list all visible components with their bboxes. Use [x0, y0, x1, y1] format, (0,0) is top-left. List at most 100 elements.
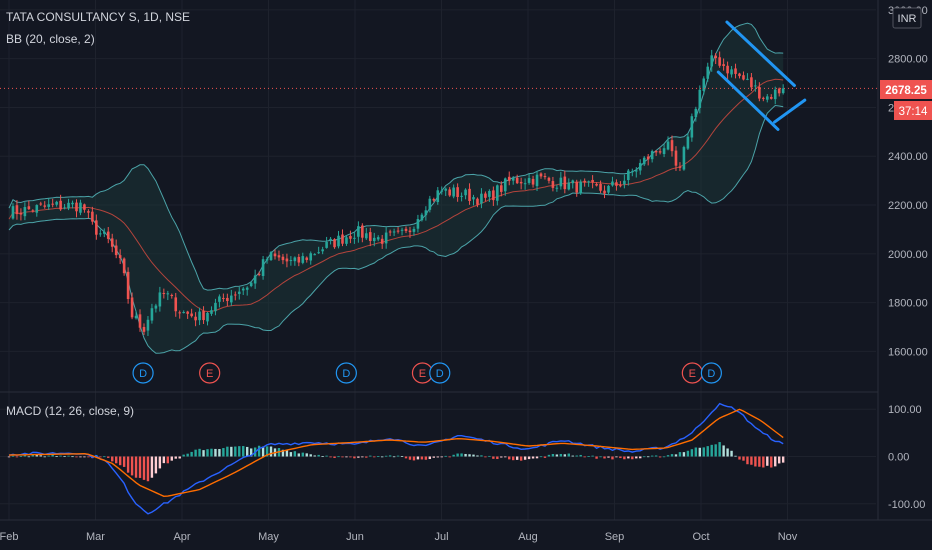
candle-body[interactable] — [499, 185, 503, 192]
candle-body[interactable] — [365, 233, 368, 239]
candle-body[interactable] — [361, 225, 364, 238]
earnings-marker[interactable]: E — [681, 362, 703, 384]
candle-body[interactable] — [543, 176, 547, 178]
candle-body[interactable] — [444, 188, 448, 191]
candle-body[interactable] — [412, 228, 416, 232]
candle-body[interactable] — [353, 237, 356, 239]
candle-body[interactable] — [476, 198, 479, 205]
candle-body[interactable] — [674, 150, 678, 166]
axes[interactable]: 1600.001800.002000.002200.002400.002600.… — [0, 5, 928, 543]
candle-body[interactable] — [440, 190, 444, 192]
candle-body[interactable] — [269, 252, 273, 261]
candle-body[interactable] — [241, 288, 245, 291]
candle-body[interactable] — [555, 187, 559, 189]
candle-body[interactable] — [488, 191, 491, 197]
candlesticks[interactable] — [0, 49, 878, 336]
candle-body[interactable] — [607, 185, 610, 193]
candle-body[interactable] — [170, 294, 174, 296]
candle-body[interactable] — [91, 211, 94, 222]
candle-body[interactable] — [472, 197, 475, 200]
candle-body[interactable] — [424, 210, 428, 216]
candle-body[interactable] — [166, 293, 170, 295]
candle-body[interactable] — [551, 181, 555, 188]
candle-body[interactable] — [289, 260, 293, 262]
candle-body[interactable] — [456, 187, 459, 197]
candle-body[interactable] — [63, 207, 66, 209]
candle-body[interactable] — [357, 226, 360, 237]
candle-body[interactable] — [706, 66, 710, 79]
candle-body[interactable] — [734, 68, 737, 74]
candle-body[interactable] — [31, 210, 35, 212]
candle-body[interactable] — [408, 230, 412, 233]
candle-body[interactable] — [174, 297, 178, 312]
candle-body[interactable] — [293, 257, 297, 262]
candle-body[interactable] — [19, 212, 23, 215]
candle-body[interactable] — [682, 147, 686, 170]
candle-body[interactable] — [615, 182, 618, 186]
candle-body[interactable] — [448, 189, 451, 196]
candle-body[interactable] — [420, 214, 424, 221]
candle-body[interactable] — [694, 108, 698, 118]
candle-body[interactable] — [416, 219, 420, 229]
candle-body[interactable] — [634, 170, 638, 172]
candle-body[interactable] — [484, 193, 487, 198]
candle-body[interactable] — [305, 257, 309, 260]
candle-body[interactable] — [380, 238, 384, 244]
candle-body[interactable] — [496, 185, 499, 201]
candle-body[interactable] — [150, 308, 154, 321]
candle-body[interactable] — [519, 181, 523, 184]
candle-body[interactable] — [237, 291, 241, 294]
candle-body[interactable] — [527, 178, 531, 183]
candle-body[interactable] — [158, 292, 162, 307]
candle-body[interactable] — [345, 237, 348, 244]
candle-body[interactable] — [55, 201, 58, 205]
candle-body[interactable] — [432, 199, 436, 201]
candle-body[interactable] — [162, 293, 166, 295]
candle-body[interactable] — [539, 173, 543, 177]
candle-body[interactable] — [396, 230, 400, 232]
candle-body[interactable] — [95, 220, 98, 235]
candle-body[interactable] — [436, 190, 440, 203]
candle-body[interactable] — [102, 231, 106, 234]
candle-body[interactable] — [110, 238, 114, 247]
candle-body[interactable] — [146, 319, 150, 331]
earnings-marker[interactable]: E — [199, 362, 221, 384]
candle-body[interactable] — [178, 312, 182, 314]
candle-body[interactable] — [67, 202, 70, 209]
candle-body[interactable] — [257, 273, 261, 275]
candle-body[interactable] — [769, 97, 773, 99]
macd-pane[interactable] — [7, 402, 785, 515]
candle-body[interactable] — [47, 204, 51, 207]
candle-body[interactable] — [114, 245, 118, 256]
trend-lines[interactable] — [716, 20, 807, 131]
candle-body[interactable] — [662, 148, 666, 155]
candle-body[interactable] — [567, 182, 571, 190]
candle-body[interactable] — [507, 176, 511, 181]
candle-body[interactable] — [249, 282, 253, 287]
candle-body[interactable] — [718, 57, 721, 66]
candle-body[interactable] — [309, 253, 313, 261]
candle-body[interactable] — [202, 310, 205, 321]
candle-body[interactable] — [222, 297, 225, 299]
candle-body[interactable] — [762, 97, 765, 99]
candle-body[interactable] — [746, 78, 749, 80]
candle-body[interactable] — [654, 151, 658, 153]
candle-body[interactable] — [765, 96, 769, 100]
candle-body[interactable] — [428, 198, 432, 210]
candle-body[interactable] — [686, 136, 690, 149]
candle-body[interactable] — [638, 162, 642, 171]
candle-body[interactable] — [611, 181, 614, 186]
currency-badge[interactable]: INR — [892, 7, 922, 29]
candle-body[interactable] — [313, 254, 316, 256]
candle-body[interactable] — [392, 231, 396, 233]
candle-body[interactable] — [591, 179, 594, 183]
candle-body[interactable] — [23, 207, 27, 217]
candle-body[interactable] — [301, 256, 305, 263]
candle-body[interactable] — [106, 231, 110, 239]
candle-body[interactable] — [599, 183, 602, 191]
candle-body[interactable] — [122, 258, 126, 274]
dividend-marker[interactable]: D — [335, 362, 357, 384]
